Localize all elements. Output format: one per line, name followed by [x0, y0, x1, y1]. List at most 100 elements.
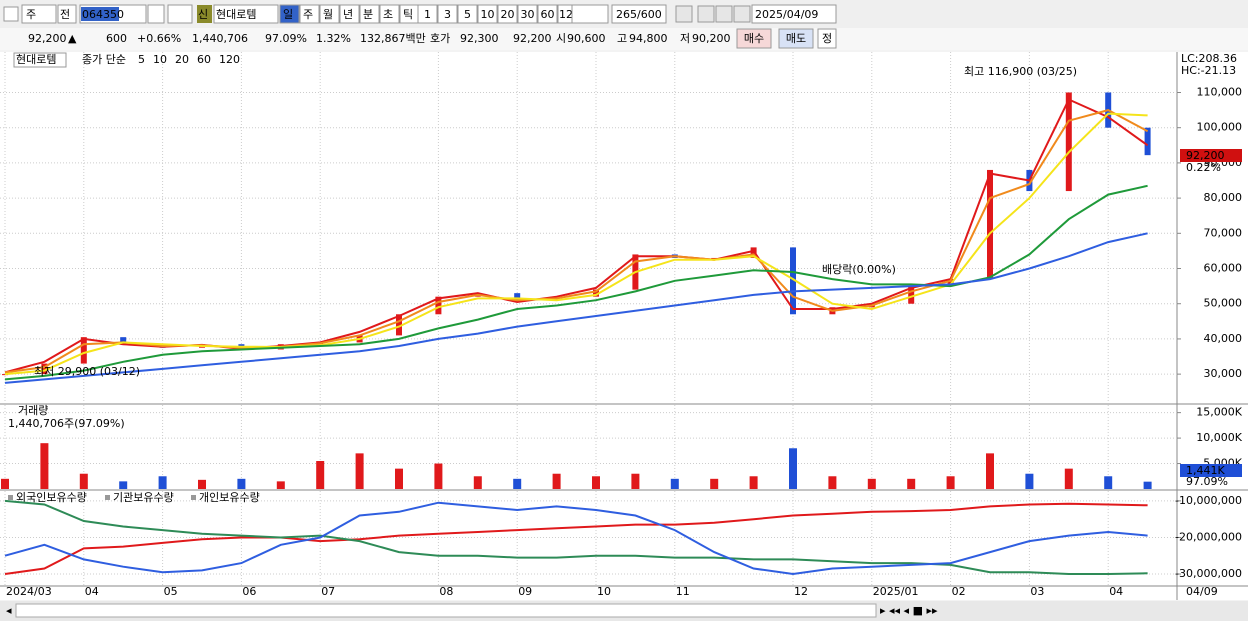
candle	[2, 374, 8, 376]
y-tick-label: 60,000	[1204, 262, 1243, 275]
volume-bar	[1104, 476, 1113, 489]
interval-button[interactable]	[497, 4, 518, 24]
candle	[514, 293, 521, 301]
count-box[interactable]	[611, 4, 667, 24]
period[interactable]: 초	[383, 8, 393, 21]
period[interactable]: 년	[343, 8, 353, 21]
ex-dividend-annotation: 배당락(0.00%)	[822, 263, 896, 276]
volume-bar	[40, 443, 49, 489]
interval-select[interactable]	[571, 4, 609, 24]
volume-bar	[1064, 468, 1073, 489]
scroll-right[interactable]: ▸ ◂◂ ◂ ■ ▸▸	[880, 604, 938, 617]
period[interactable]: 분	[363, 8, 373, 21]
period-button[interactable]	[379, 4, 400, 24]
period[interactable]: 월	[323, 8, 333, 21]
period[interactable]: 일	[283, 7, 293, 21]
interval-button[interactable]	[437, 4, 458, 24]
period[interactable]: 틱	[403, 8, 413, 21]
volume-tag: 1,441K	[1186, 464, 1225, 477]
sell[interactable]: 매도	[786, 32, 806, 45]
volume-bar	[355, 453, 364, 489]
volume-bar	[631, 473, 640, 489]
date[interactable]: 2025/04/09	[755, 8, 818, 21]
volume-bar	[710, 478, 719, 489]
buy-button[interactable]	[736, 28, 772, 49]
period-button[interactable]	[279, 4, 300, 24]
candle	[120, 337, 127, 345]
y-tick-label: -20,000,000	[1175, 530, 1242, 543]
legend-entry: 10	[153, 53, 167, 66]
scroll-track[interactable]	[15, 603, 877, 618]
quote-change: 600	[106, 32, 127, 45]
volume-bar	[237, 478, 246, 489]
market-select[interactable]	[21, 4, 57, 24]
correct[interactable]: 정	[822, 32, 832, 45]
high-annotation: 최고 116,900 (03/25)	[964, 65, 1077, 78]
y-tick-label: -30,000,000	[1175, 567, 1242, 580]
prev-button[interactable]	[57, 4, 77, 24]
tool-icon[interactable]	[733, 5, 751, 23]
x-tick-label: 10	[597, 585, 611, 598]
legend-entry: 5	[138, 53, 145, 66]
buy[interactable]: 매수	[744, 32, 764, 45]
period-button[interactable]	[319, 4, 340, 24]
interval[interactable]: 1	[424, 8, 431, 21]
sell-button[interactable]	[778, 28, 814, 49]
interval-button[interactable]	[517, 4, 538, 24]
prev[interactable]: 전	[60, 8, 70, 21]
interval[interactable]: 5	[464, 8, 471, 21]
tool-icon[interactable]	[675, 5, 693, 23]
legend-swatch	[191, 495, 196, 500]
quote-price: 92,200	[28, 32, 67, 45]
volume-bar	[1143, 481, 1152, 489]
menu-icon[interactable]	[3, 6, 19, 22]
ma-line	[4, 112, 1148, 376]
interval[interactable]: 30	[521, 8, 535, 21]
date-box[interactable]	[751, 4, 837, 24]
interval-button[interactable]	[537, 4, 558, 24]
quote-rate: +0.66%	[137, 32, 181, 45]
scroll-left[interactable]: ◂	[6, 604, 12, 617]
interval[interactable]: 3	[444, 8, 451, 21]
period-button[interactable]	[359, 4, 380, 24]
tool-icon[interactable]	[715, 5, 733, 23]
quote-low: 90,200	[692, 32, 731, 45]
volume-bar	[158, 476, 167, 489]
volume-bar	[552, 473, 561, 489]
interval[interactable]: 10	[481, 8, 495, 21]
period-button[interactable]	[339, 4, 360, 24]
quote-volume-rate: 97.09%	[265, 32, 307, 45]
search-button[interactable]	[147, 4, 165, 24]
legend-entry: 개인보유수량	[199, 491, 260, 504]
x-tick-label: 06	[242, 585, 256, 598]
panel-subtitle: 1,440,706주(97.09%)	[8, 417, 125, 430]
y-tick-label: 10,000K	[1196, 431, 1242, 444]
title-box	[13, 52, 67, 68]
volume-rate: 97.09%	[1186, 475, 1228, 488]
period[interactable]: 주	[303, 8, 313, 21]
legend-entry: 120	[219, 53, 240, 66]
interval[interactable]: 20	[501, 8, 515, 21]
quote-volume: 1,440,706	[192, 32, 248, 45]
correct-button[interactable]	[817, 28, 837, 49]
volume-bar	[79, 473, 88, 489]
volume-bar	[986, 453, 994, 489]
interval-button[interactable]	[457, 4, 478, 24]
y-tick-label: 70,000	[1204, 226, 1243, 239]
period-button[interactable]	[299, 4, 320, 24]
y-tick-label: 100,000	[1197, 121, 1243, 134]
interval[interactable]: 60	[541, 8, 555, 21]
sound-button[interactable]	[167, 4, 193, 24]
ma-line	[4, 184, 1148, 381]
interval-button[interactable]	[477, 4, 498, 24]
stock-code[interactable]: 064350	[82, 8, 124, 21]
y-tick-label: 40,000	[1204, 332, 1243, 345]
market[interactable]: 주	[26, 8, 36, 21]
tool-icon[interactable]	[697, 5, 715, 23]
quote-open-label: 시	[556, 32, 566, 45]
volume-bar	[119, 481, 128, 489]
volume-bar	[867, 478, 876, 489]
interval-button[interactable]	[417, 4, 438, 24]
candle	[1144, 127, 1151, 156]
